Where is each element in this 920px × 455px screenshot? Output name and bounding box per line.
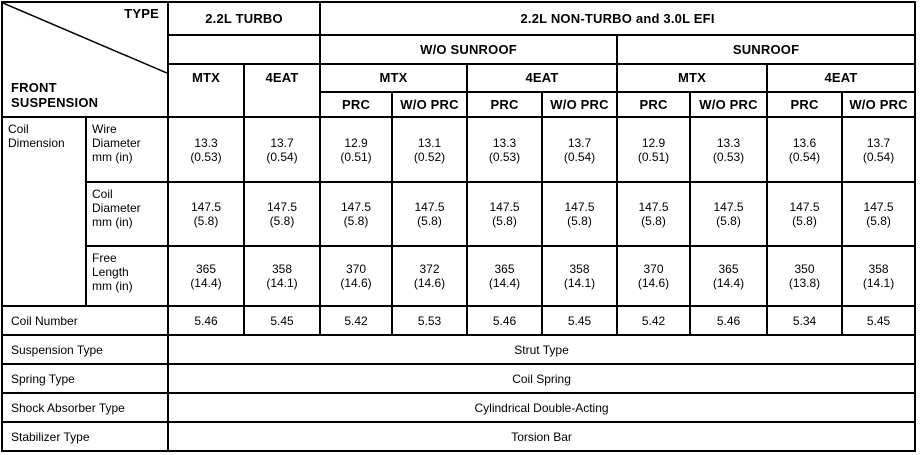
table-row: Coil Number 5.46 5.45 5.42 5.53 5.46 5.45 5.42 5… bbox=[1, 305, 917, 336]
non-turbo-header: 2.2L NON-TURBO and 3.0L EFI bbox=[319, 1, 917, 36]
dimension-row-label: Wire Diameter mm (in) bbox=[85, 116, 169, 183]
coil-number-cell: 5.53 bbox=[391, 305, 469, 336]
dimension-value-cell: 13.7 (0.54) bbox=[242, 116, 322, 183]
dimension-value-cell: 147.5 (5.8) bbox=[616, 181, 692, 247]
dimension-row-label: Coil Diameter mm (in) bbox=[85, 181, 169, 247]
spec-value: Cylindrical Double-Acting bbox=[166, 392, 917, 423]
dimension-value-cell: 370 (14.6) bbox=[616, 245, 692, 307]
coil-number-cell: 5.42 bbox=[616, 305, 692, 336]
dimension-value-cell: 358 (14.1) bbox=[541, 245, 619, 307]
transmission-header: 4EAT bbox=[766, 63, 917, 93]
dimension-value-cell: 147.5 (5.8) bbox=[167, 181, 245, 247]
coil-number-cell: 5.46 bbox=[466, 305, 544, 336]
coil-dimension-label: Coil Dimension bbox=[1, 116, 87, 307]
table-row: Shock Absorber Type Cylindrical Double-Ac… bbox=[1, 392, 917, 423]
coil-number-cell: 5.45 bbox=[841, 305, 917, 336]
table-row: Coil Dimension Wire Diameter mm (in) 13.3 (0.5… bbox=[1, 116, 917, 307]
dimension-value-cell: 147.5 (5.8) bbox=[466, 181, 544, 247]
dimension-value-cell: 12.9 (0.51) bbox=[616, 116, 692, 183]
spec-value: Torsion Bar bbox=[166, 421, 917, 452]
diagonal-divider bbox=[3, 3, 167, 116]
dimension-row-label: Free Length mm (in) bbox=[85, 245, 169, 307]
table-row: Coil Diameter mm (in) 147.5 (5.8) 147.5 (5.8) 1… bbox=[2, 181, 917, 247]
coil-number-cell: 5.34 bbox=[766, 305, 844, 336]
transmission-header: MTX bbox=[167, 63, 245, 118]
dimension-value-cell: 13.6 (0.54) bbox=[766, 116, 844, 183]
prc-option-header: W/O PRC bbox=[541, 91, 619, 118]
spec-label: Stabilizer Type bbox=[1, 421, 169, 452]
coil-number-cell: 5.46 bbox=[167, 305, 245, 336]
transmission-header: 4EAT bbox=[466, 63, 619, 93]
wo-sunroof-header: W/O SUNROOF bbox=[319, 34, 619, 65]
transmission-header: MTX bbox=[616, 63, 769, 93]
spec-label: Shock Absorber Type bbox=[1, 392, 169, 423]
prc-option-header: PRC bbox=[766, 91, 844, 118]
prc-option-header: W/O PRC bbox=[689, 91, 769, 118]
prc-option-header: PRC bbox=[466, 91, 544, 118]
coil-number-cell: 5.45 bbox=[242, 305, 322, 336]
dimension-value-cell: 13.3 (0.53) bbox=[167, 116, 245, 183]
table-row: Spring Type Coil Spring bbox=[1, 363, 917, 394]
type-label: TYPE bbox=[124, 6, 159, 21]
dimension-value-cell: 358 (14.1) bbox=[242, 245, 322, 307]
prc-option-header: W/O PRC bbox=[391, 91, 469, 118]
dimension-value-cell: 147.5 (5.8) bbox=[841, 181, 917, 247]
sunroof-header: SUNROOF bbox=[616, 34, 917, 65]
turbo-blank-cell bbox=[166, 34, 322, 65]
coil-number-cell: 5.46 bbox=[689, 305, 769, 336]
prc-option-header: PRC bbox=[616, 91, 692, 118]
table-row: Stabilizer Type Torsion Bar bbox=[1, 421, 917, 452]
prc-option-header: W/O PRC bbox=[841, 91, 917, 118]
dimension-value-cell: 13.1 (0.52) bbox=[391, 116, 469, 183]
table-row: Free Length mm (in) 365 (14.4) 358 (14.1) 370 (1… bbox=[2, 245, 917, 307]
coil-number-cell: 5.45 bbox=[541, 305, 619, 336]
spec-value: Coil Spring bbox=[166, 363, 917, 394]
spec-label: Spring Type bbox=[1, 363, 169, 394]
dimension-value-cell: 13.7 (0.54) bbox=[541, 116, 619, 183]
spec-label: Suspension Type bbox=[1, 334, 169, 365]
dimension-value-cell: 358 (14.1) bbox=[841, 245, 917, 307]
front-suspension-label: FRONT SUSPENSION bbox=[11, 80, 99, 110]
dimension-value-cell: 370 (14.6) bbox=[319, 245, 394, 307]
dimension-value-cell: 147.5 (5.8) bbox=[319, 181, 394, 247]
coil-number-cell: 5.42 bbox=[319, 305, 394, 336]
dimension-value-cell: 147.5 (5.8) bbox=[541, 181, 619, 247]
table-row: Suspension Type Strut Type bbox=[1, 334, 917, 365]
turbo-header: 2.2L TURBO bbox=[166, 1, 322, 36]
transmission-header: MTX bbox=[319, 63, 469, 93]
dimension-value-cell: 365 (14.4) bbox=[167, 245, 245, 307]
dimension-value-cell: 13.7 (0.54) bbox=[841, 116, 917, 183]
dimension-value-cell: 13.3 (0.53) bbox=[466, 116, 544, 183]
prc-option-header: PRC bbox=[319, 91, 394, 118]
dimension-value-cell: 147.5 (5.8) bbox=[766, 181, 844, 247]
transmission-header: 4EAT bbox=[242, 63, 322, 118]
dimension-value-cell: 365 (14.4) bbox=[689, 245, 769, 307]
dimension-value-cell: 12.9 (0.51) bbox=[319, 116, 394, 183]
dimension-value-cell: 365 (14.4) bbox=[466, 245, 544, 307]
dimension-value-cell: 147.5 (5.8) bbox=[689, 181, 769, 247]
coil-number-label: Coil Number bbox=[1, 305, 169, 336]
dimension-value-cell: 147.5 (5.8) bbox=[391, 181, 469, 247]
dimension-value-cell: 147.5 (5.8) bbox=[242, 181, 322, 247]
spec-value: Strut Type bbox=[166, 334, 917, 365]
dimension-value-cell: 13.3 (0.53) bbox=[689, 116, 769, 183]
dimension-value-cell: 350 (13.8) bbox=[766, 245, 844, 307]
table-corner-header: TYPE FRONT SUSPENSION bbox=[1, 1, 169, 118]
dimension-value-cell: 372 (14.6) bbox=[391, 245, 469, 307]
